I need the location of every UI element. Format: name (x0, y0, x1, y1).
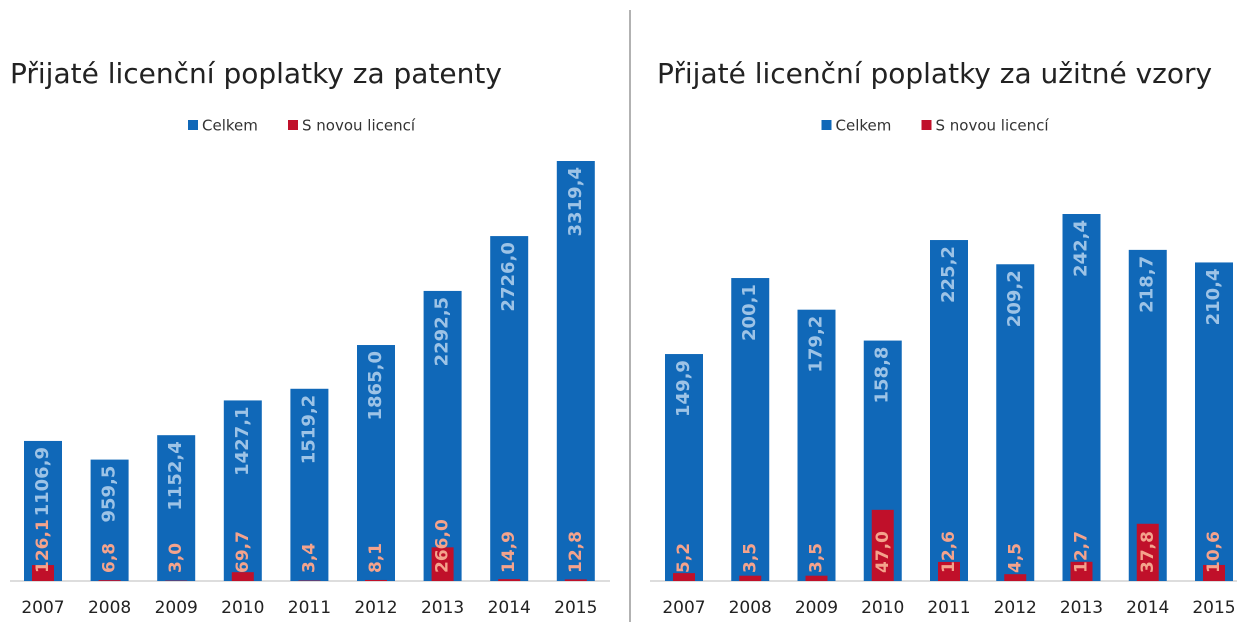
data-label: 126,1 (33, 519, 53, 573)
x-tick-label: 2011 (927, 598, 970, 618)
bar (930, 240, 968, 581)
bar (223, 400, 262, 581)
x-tick-label: 2013 (1060, 598, 1103, 618)
data-label: 12,7 (1072, 531, 1092, 573)
legend-swatch (188, 120, 198, 130)
x-tick-label: 2010 (221, 598, 264, 618)
data-label: 3,5 (740, 543, 760, 573)
bar (24, 440, 62, 581)
bar (731, 278, 770, 581)
legend-label: S novou licencí (936, 117, 1050, 135)
bar (231, 572, 254, 581)
data-label: 1427,1 (232, 406, 253, 475)
data-label: 4,5 (1005, 543, 1025, 573)
data-label: 5,2 (674, 543, 694, 573)
bar (797, 309, 836, 581)
bar (32, 565, 54, 581)
data-label: 2292,5 (432, 297, 453, 366)
legend-label: Celkem (202, 117, 258, 135)
bar (1136, 523, 1159, 581)
data-label: 1865,0 (365, 351, 386, 420)
data-label: 959,5 (99, 466, 120, 523)
x-tick-label: 2014 (488, 598, 531, 618)
legend-label: Celkem (836, 117, 892, 135)
bar (290, 388, 329, 581)
data-label: 8,1 (366, 543, 386, 573)
bar (665, 354, 703, 581)
data-label: 209,2 (1004, 270, 1025, 327)
bar (365, 579, 387, 581)
data-label: 69,7 (233, 531, 253, 573)
data-label: 210,4 (1203, 268, 1224, 325)
bar (431, 547, 454, 581)
x-tick-label: 2007 (21, 598, 64, 618)
data-label: 12,6 (939, 531, 959, 573)
data-label: 6,8 (100, 543, 120, 573)
x-tick-label: 2010 (861, 598, 904, 618)
x-tick-label: 2015 (1192, 598, 1235, 618)
bar (673, 573, 695, 581)
bar (938, 561, 960, 581)
data-label: 1106,9 (32, 447, 53, 516)
data-label: 3,5 (807, 543, 827, 573)
x-tick-label: 2008 (88, 598, 131, 618)
x-tick-label: 2014 (1126, 598, 1169, 618)
bar (498, 579, 521, 581)
data-label: 266,0 (433, 519, 453, 573)
bar (996, 264, 1035, 581)
data-label: 12,8 (566, 531, 586, 573)
bar (1070, 561, 1093, 581)
data-label: 14,9 (499, 531, 519, 573)
data-label: 3,0 (166, 543, 186, 573)
data-label: 200,1 (739, 284, 760, 341)
data-label: 158,8 (872, 347, 893, 404)
data-label: 37,8 (1138, 531, 1158, 573)
bar (1062, 214, 1101, 581)
bar (805, 575, 828, 581)
x-tick-label: 2013 (421, 598, 464, 618)
x-tick-label: 2009 (155, 598, 198, 618)
bar (157, 435, 196, 581)
chart-title: Přijaté licenční poplatky za užitné vzor… (657, 57, 1212, 90)
bar (423, 290, 462, 581)
data-label: 3,4 (299, 543, 319, 573)
bar (1004, 574, 1027, 581)
bar (490, 236, 529, 581)
bar (871, 509, 894, 581)
data-label: 3319,4 (565, 167, 586, 236)
x-tick-label: 2009 (795, 598, 838, 618)
bar (564, 579, 587, 581)
legend-swatch (821, 120, 832, 130)
bar (357, 345, 395, 581)
data-label: 1152,4 (165, 441, 186, 510)
bar (739, 575, 762, 581)
data-label: 242,4 (1071, 220, 1092, 277)
data-label: 10,6 (1204, 531, 1224, 573)
data-label: 47,0 (873, 531, 893, 573)
data-label: 1519,2 (298, 395, 319, 464)
x-tick-label: 2012 (994, 598, 1037, 618)
bar (90, 459, 129, 581)
bar (1195, 262, 1233, 581)
x-tick-label: 2011 (288, 598, 331, 618)
x-tick-label: 2008 (729, 598, 772, 618)
data-label: 225,2 (938, 246, 959, 303)
data-label: 218,7 (1137, 256, 1158, 313)
data-label: 149,9 (673, 360, 694, 417)
legend-label: S novou licencí (302, 117, 416, 135)
chart-title: Přijaté licenční poplatky za patenty (10, 57, 502, 90)
data-label: 179,2 (806, 316, 827, 373)
bar (556, 161, 595, 581)
legend-swatch (921, 120, 932, 130)
data-label: 2726,0 (498, 242, 519, 311)
bar (98, 580, 121, 581)
x-tick-label: 2015 (554, 598, 597, 618)
bar (1203, 564, 1225, 581)
x-tick-label: 2007 (662, 598, 705, 618)
x-tick-label: 2012 (354, 598, 397, 618)
legend-swatch (288, 120, 298, 130)
